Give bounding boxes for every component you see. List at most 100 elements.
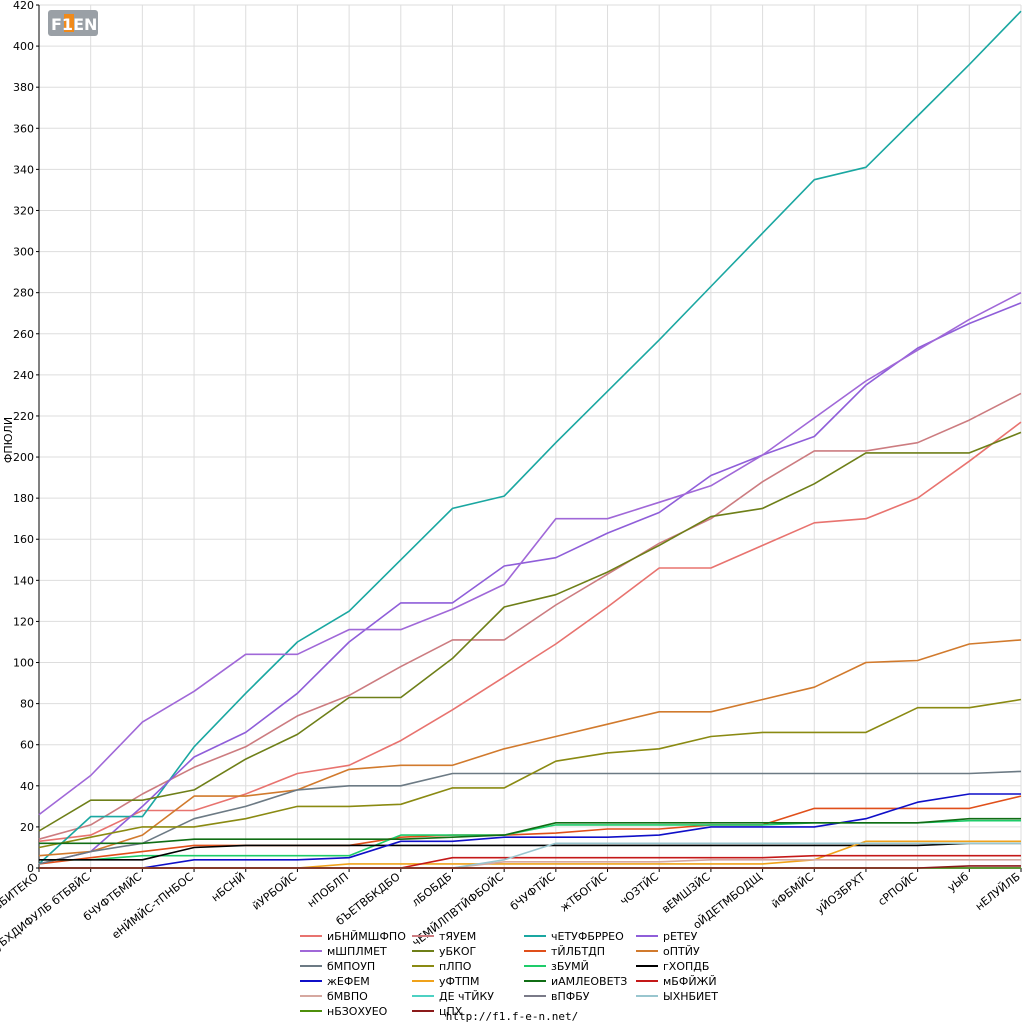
legend: иБНЙМШФПО тЯУЕМ чЕТУФБРРЕО рЕТЕУ мШПЛМЕТ уБКО… <box>300 930 718 1018</box>
y-tick-label: 240 <box>13 369 34 382</box>
y-tick-label: 340 <box>13 163 34 176</box>
series-line-21 <box>39 865 1021 869</box>
series-line-7 <box>38 639 1022 857</box>
legend-item[interactable]: мБФЙЖЙ <box>636 975 717 988</box>
legend-item[interactable]: цПХ <box>412 1005 463 1018</box>
x-tick-label: уЙОЗБРХТ <box>813 870 868 917</box>
legend-label: гХОПДБ <box>663 960 709 973</box>
x-tick-label: йУРБОЙС <box>250 870 300 913</box>
legend-item[interactable]: жЕФЕМ <box>300 975 370 988</box>
legend-item[interactable]: рЕТЕУ <box>636 930 698 943</box>
legend-label: жЕФЕМ <box>327 975 370 988</box>
x-tick-label: бЧУФТЙС <box>508 870 558 913</box>
y-tick-label: 160 <box>13 533 34 546</box>
legend-label: рЕТЕУ <box>663 930 698 943</box>
legend-item[interactable]: бМПОУП <box>300 960 375 973</box>
legend-label: ДЕ чТЙКУ <box>439 990 494 1003</box>
x-tick-label: сРПОЙС <box>876 870 920 908</box>
series-line-4 <box>38 291 1022 816</box>
series-line-6 <box>38 795 1022 865</box>
series-line-2 <box>38 10 1022 865</box>
legend-item[interactable]: уБКОГ <box>412 945 477 958</box>
y-axis-title: ФПЮЛИ <box>2 417 15 463</box>
y-tick-label: 420 <box>13 0 34 12</box>
series-lines <box>38 10 1022 869</box>
series-line-11 <box>39 842 1021 861</box>
y-tick-label: 260 <box>13 328 34 341</box>
legend-label: мШПЛМЕТ <box>327 945 387 958</box>
series-line-3 <box>38 302 1022 865</box>
legend-item[interactable]: тЯУЕМ <box>412 930 476 943</box>
legend-label: мБФЙЖЙ <box>663 975 717 988</box>
y-tick-label: 40 <box>20 780 34 793</box>
y-tick-label: 280 <box>13 287 34 300</box>
legend-item[interactable]: пЛПО <box>412 960 472 973</box>
legend-item[interactable]: оПТЙУ <box>636 945 700 958</box>
legend-item[interactable]: иАМЛЕОВЕТЗ <box>524 975 627 988</box>
x-tick-label: уБХДИФУЛБ бТБВЙС <box>0 870 93 953</box>
logo-text: F1EN <box>51 15 97 34</box>
series-line-9 <box>38 698 1022 849</box>
series-line-0 <box>38 421 1022 843</box>
legend-label: вПФБУ <box>551 990 590 1003</box>
legend-label: иБНЙМШФПО <box>327 930 406 943</box>
x-tick-label: вЕМШЗЙС <box>659 870 713 916</box>
y-tick-label: 380 <box>13 81 34 94</box>
legend-item[interactable]: тЙЛБТДП <box>524 945 605 958</box>
legend-item[interactable]: уФТПМ <box>412 975 479 988</box>
x-tick-label: чОЗТЙС <box>618 870 662 908</box>
legend-label: зБУМЙ <box>551 960 589 973</box>
legend-item[interactable]: зБУМЙ <box>524 960 589 973</box>
y-tick-label: 0 <box>27 862 34 875</box>
legend-label: чЕТУФБРРЕО <box>551 930 624 943</box>
f1en-logo: F1EN <box>48 10 98 36</box>
x-tick-label: нЕЛУЙЛБ <box>973 870 1023 913</box>
y-tick-label: 140 <box>13 574 34 587</box>
y-tick-label: 400 <box>13 40 34 53</box>
legend-label: тЯУЕМ <box>439 930 476 943</box>
legend-item[interactable]: мШПЛМЕТ <box>300 945 387 958</box>
legend-item[interactable]: ДЕ чТЙКУ <box>412 990 494 1003</box>
x-tick-label: нБСНЙ <box>209 870 248 904</box>
y-tick-label: 120 <box>13 615 34 628</box>
series-line-5 <box>38 431 1022 832</box>
y-tick-label: 180 <box>13 492 34 505</box>
x-tick-label: нПОБЛП <box>305 870 351 910</box>
grid <box>38 4 1022 869</box>
series-line-1 <box>38 392 1022 840</box>
y-tick-label: 320 <box>13 204 34 217</box>
logo-accent <box>64 14 74 32</box>
y-tick-label: 20 <box>20 821 34 834</box>
series-line-12 <box>39 793 1021 869</box>
series-line-8 <box>38 770 1022 865</box>
legend-item[interactable]: ЫХНБИЕТ <box>636 990 718 1003</box>
legend-label: уБКОГ <box>439 945 477 958</box>
legend-label: цПХ <box>439 1005 463 1018</box>
legend-item[interactable]: вПФБУ <box>524 990 590 1003</box>
legend-label: нБЗОХУЕО <box>327 1005 388 1018</box>
legend-item[interactable]: чЕТУФБРРЕО <box>524 930 624 943</box>
legend-label: бМВПО <box>327 990 368 1003</box>
y-tick-label: 200 <box>13 451 34 464</box>
y-tick-label: 300 <box>13 246 34 259</box>
x-tick-label: йФБМЙС <box>769 870 816 911</box>
legend-item[interactable]: нБЗОХУЕО <box>300 1005 388 1018</box>
legend-label: пЛПО <box>439 960 472 973</box>
x-tick-label: уЫб <box>945 870 971 895</box>
x-tick-label: вБИТЕКО <box>0 870 41 913</box>
legend-label: тЙЛБТДП <box>551 945 605 958</box>
legend-item[interactable]: бМВПО <box>300 990 368 1003</box>
y-tick-label: 220 <box>13 410 34 423</box>
footer-url[interactable]: http://f1.f-e-n.net/ <box>446 1010 578 1023</box>
x-tick-label: жТБОГЙС <box>558 870 610 915</box>
legend-item[interactable]: гХОПДБ <box>636 960 709 973</box>
legend-item[interactable]: иБНЙМШФПО <box>300 930 406 943</box>
legend-label: ЫХНБИЕТ <box>663 990 718 1003</box>
legend-label: уФТПМ <box>439 975 479 988</box>
y-tick-label: 80 <box>20 698 34 711</box>
x-tick-label: лБОБДБ <box>409 870 454 909</box>
y-tick-label: 100 <box>13 657 34 670</box>
legend-label: бМПОУП <box>327 960 375 973</box>
y-tick-label: 60 <box>20 739 34 752</box>
